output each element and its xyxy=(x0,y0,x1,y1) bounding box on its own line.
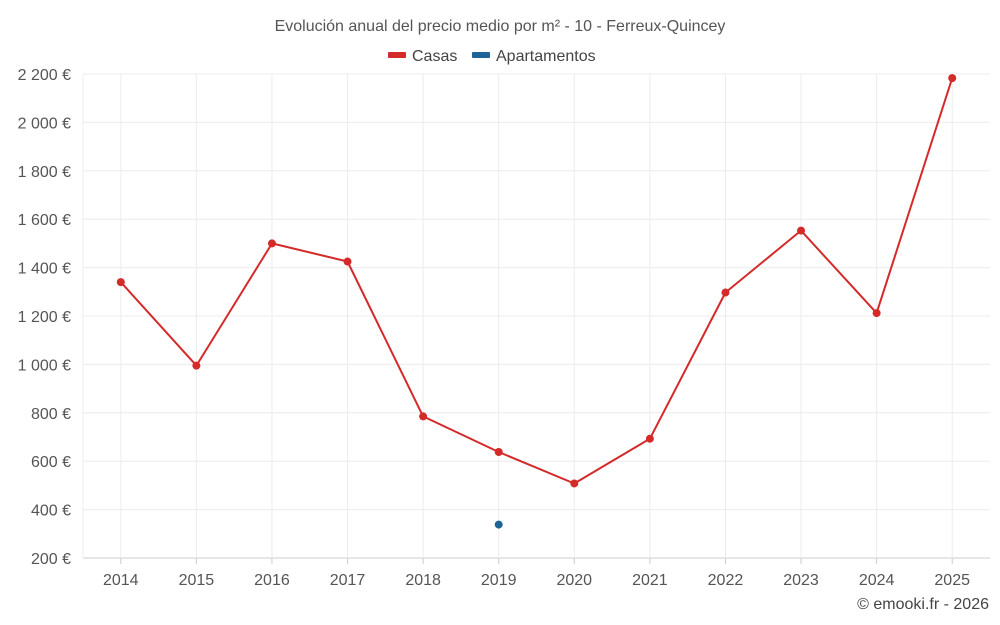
x-tick-label: 2018 xyxy=(405,572,441,589)
x-tick-label: 2020 xyxy=(556,572,592,589)
data-point-casas-2022[interactable] xyxy=(721,288,730,297)
y-tick-label: 200 € xyxy=(31,551,71,568)
y-tick-label: 1 600 € xyxy=(18,212,71,229)
x-tick-label: 2015 xyxy=(179,572,215,589)
x-tick-label: 2016 xyxy=(254,572,290,589)
x-tick-label: 2022 xyxy=(708,572,744,589)
data-point-casas-2023[interactable] xyxy=(797,226,806,235)
axes: 200 € 400 € 600 € 800 € 1 000 € 1 200 € 1 400 … xyxy=(18,67,970,589)
data-point-casas-2016[interactable] xyxy=(267,239,276,248)
data-point-casas-2021[interactable] xyxy=(645,434,654,443)
y-tick-label: 400 € xyxy=(31,503,71,520)
y-tick-label: 600 € xyxy=(31,454,71,471)
series-layer xyxy=(116,74,957,529)
legend-swatch-casas xyxy=(388,52,406,58)
chart-title: Evolución anual del precio medio por m² … xyxy=(275,18,726,35)
x-tick-label: 2019 xyxy=(481,572,517,589)
x-tick-label: 2023 xyxy=(783,572,819,589)
x-tick-label: 2021 xyxy=(632,572,668,589)
x-tick-label: 2025 xyxy=(934,572,970,589)
data-point-casas-2019[interactable] xyxy=(494,448,503,457)
y-tick-label: 1 400 € xyxy=(18,261,71,278)
data-point-casas-2020[interactable] xyxy=(570,479,579,488)
y-tick-label: 1 000 € xyxy=(18,357,71,374)
legend-label-apartamentos[interactable]: Apartamentos xyxy=(496,48,596,65)
y-tick-label: 1 800 € xyxy=(18,164,71,181)
data-point-casas-2024[interactable] xyxy=(872,309,881,318)
data-point-casas-2014[interactable] xyxy=(116,278,125,287)
series-apartamentos xyxy=(494,520,503,529)
legend-item-apartamentos[interactable]: Apartamentos xyxy=(472,48,596,65)
data-point-casas-2017[interactable] xyxy=(343,257,352,266)
x-tick-label: 2014 xyxy=(103,572,139,589)
legend-swatch-apartamentos xyxy=(472,52,490,58)
x-tick-label: 2024 xyxy=(859,572,895,589)
grid xyxy=(83,73,990,559)
data-point-apartamentos-2019[interactable] xyxy=(494,520,503,529)
legend-item-casas[interactable]: Casas xyxy=(388,48,457,65)
x-tick-label: 2017 xyxy=(330,572,366,589)
series-line-casas xyxy=(120,77,954,485)
y-tick-label: 1 200 € xyxy=(18,309,71,326)
y-tick-label: 2 200 € xyxy=(18,67,71,84)
credit-text: © emooki.fr - 2026 xyxy=(857,596,989,613)
data-point-casas-2015[interactable] xyxy=(192,361,201,370)
data-point-casas-2025[interactable] xyxy=(948,74,957,83)
legend[interactable]: Casas Apartamentos xyxy=(388,48,596,65)
y-tick-label: 2 000 € xyxy=(18,115,71,132)
y-tick-label: 800 € xyxy=(31,406,71,423)
series-casas xyxy=(116,74,957,488)
legend-label-casas[interactable]: Casas xyxy=(412,48,457,65)
data-point-casas-2018[interactable] xyxy=(419,412,428,421)
